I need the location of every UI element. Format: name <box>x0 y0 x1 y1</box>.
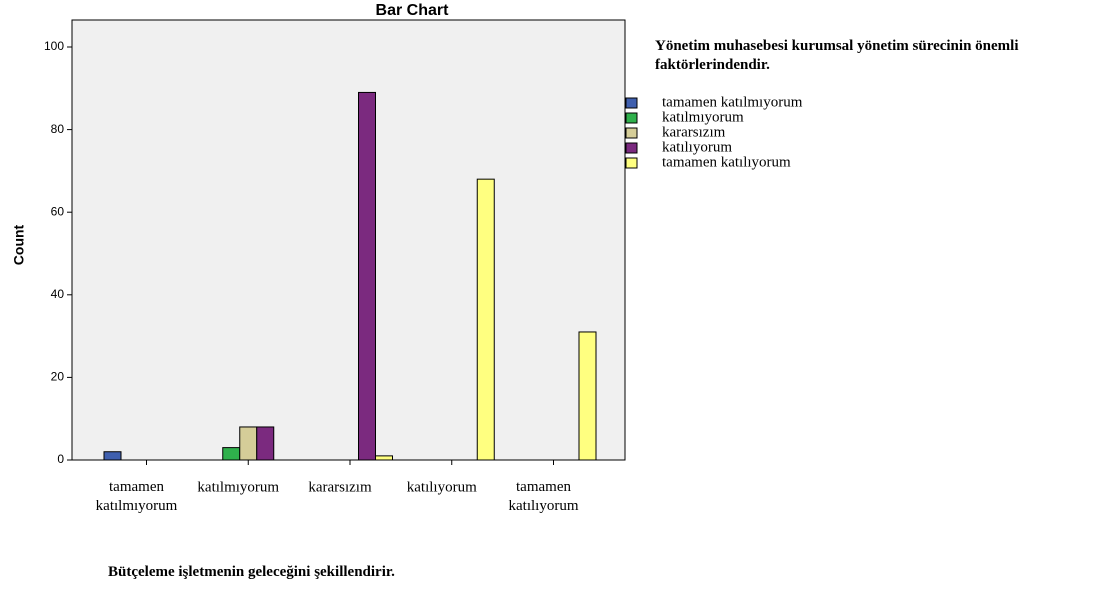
legend-title: Yönetim muhasebesi kurumsal yönetim süre… <box>655 38 1019 73</box>
y-tick-label: 100 <box>44 39 64 53</box>
y-tick-label: 20 <box>51 370 65 384</box>
legend-swatch <box>625 127 638 139</box>
legend-label: katılmıyorum <box>662 109 744 125</box>
x-tick-label: tamamen katılıyorum <box>509 479 579 514</box>
legend-swatch <box>625 97 638 109</box>
bar <box>476 178 495 461</box>
x-tick-label: katılmıyorum <box>197 479 279 495</box>
y-tick-label: 80 <box>51 122 65 136</box>
y-axis-title: Count <box>11 224 27 265</box>
bar <box>256 426 275 461</box>
legend-label: tamamen katılmıyorum <box>662 94 803 110</box>
x-tick-label: tamamen katılmıyorum <box>96 479 178 514</box>
x-tick-label: kararsızım <box>308 479 372 495</box>
chart-title: Bar Chart <box>376 2 450 19</box>
legend-label: kararsızım <box>662 124 726 140</box>
legend-label: katılıyorum <box>662 139 732 155</box>
legend-swatch <box>625 112 638 124</box>
bar <box>222 447 241 461</box>
bar <box>239 426 258 461</box>
bar <box>103 451 122 461</box>
legend-swatch <box>625 142 638 154</box>
legend-swatch <box>625 157 638 169</box>
plot-area <box>71 19 626 461</box>
y-tick-label: 0 <box>57 452 64 466</box>
y-tick-label: 40 <box>51 287 65 301</box>
bar <box>358 91 376 461</box>
bar <box>578 331 597 461</box>
bar <box>375 455 393 461</box>
x-tick-label: katılıyorum <box>407 479 477 495</box>
y-tick-label: 60 <box>51 204 65 218</box>
legend-label: tamamen katılıyorum <box>662 154 791 170</box>
x-axis-title: Bütçeleme işletmenin geleceğini şekillen… <box>108 564 395 580</box>
